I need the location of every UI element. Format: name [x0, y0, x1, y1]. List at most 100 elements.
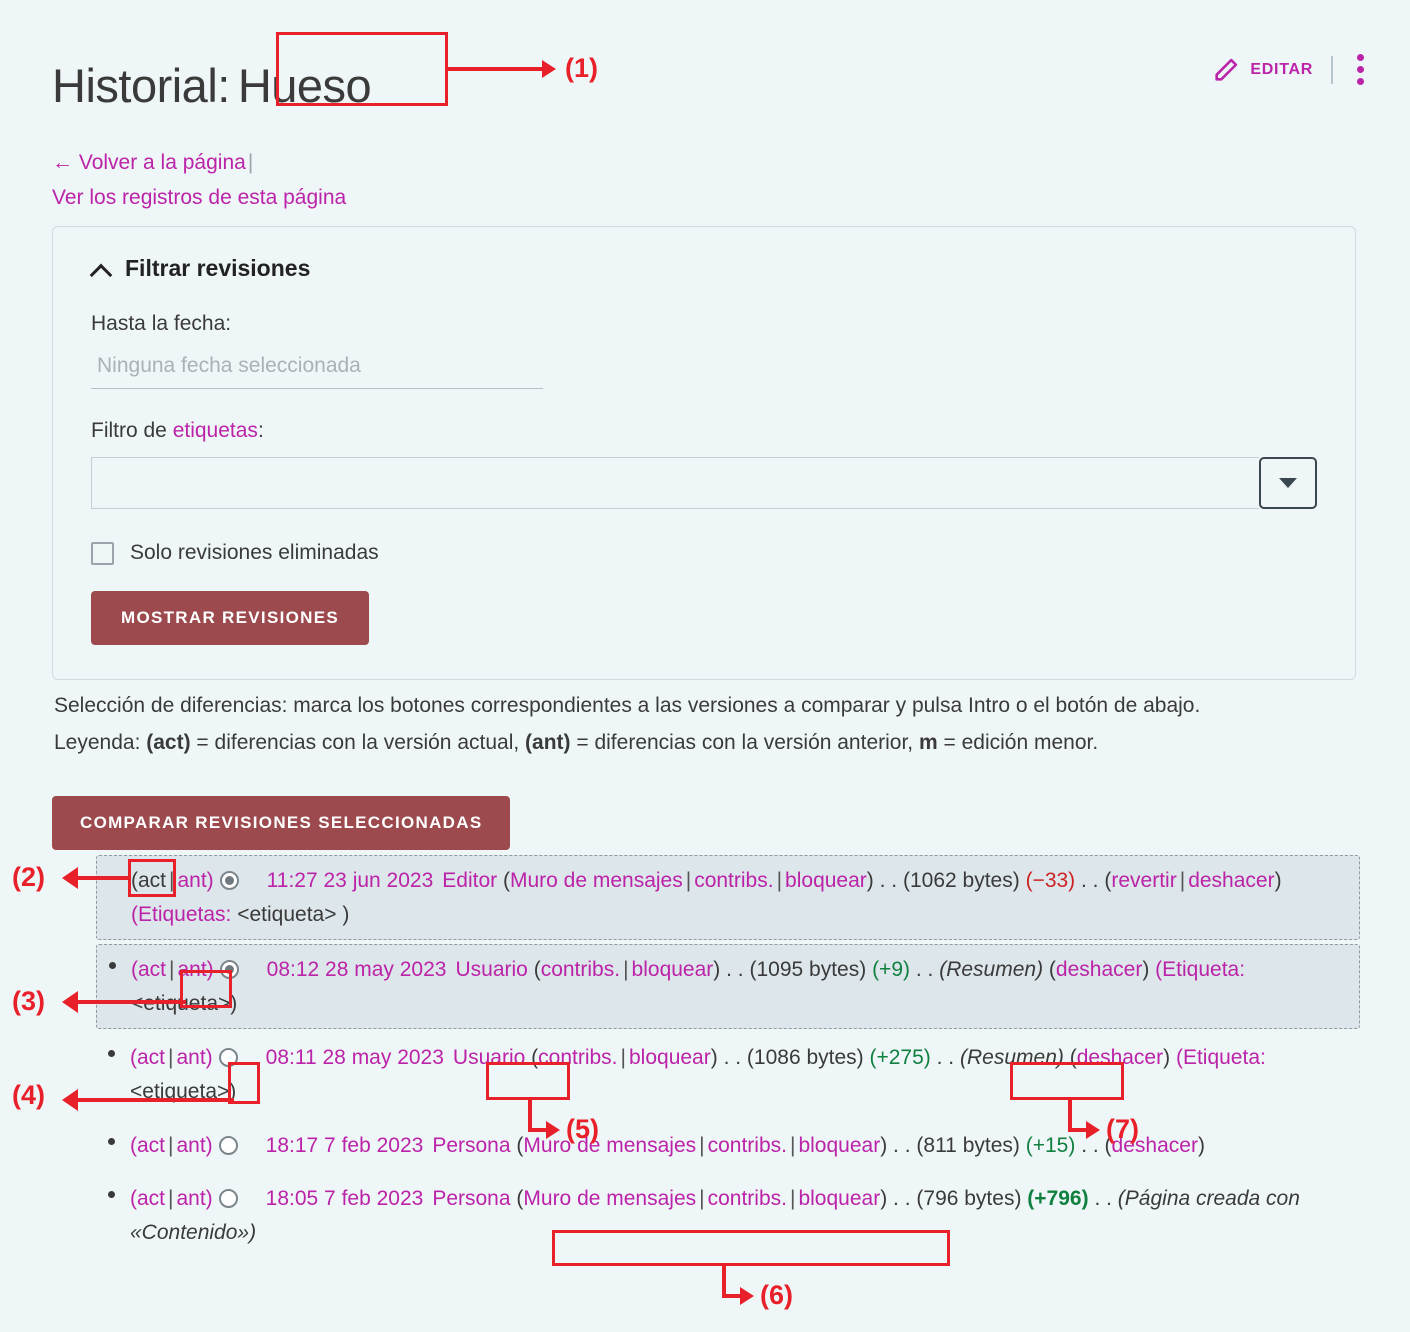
- revision-timestamp-link[interactable]: 08:11 28 may 2023: [265, 1046, 444, 1070]
- annotation-label-6: (6): [760, 1280, 793, 1310]
- user-tool-link[interactable]: contribs.: [707, 1133, 787, 1157]
- paren-open: (: [1048, 958, 1056, 982]
- kebab-menu-icon[interactable]: [1351, 52, 1370, 87]
- filter-panel-title: Filtrar revisiones: [125, 255, 311, 281]
- deleted-only-checkbox[interactable]: [91, 541, 114, 565]
- diff-separator: |: [168, 1187, 174, 1211]
- annotation-line-6b: [722, 1294, 742, 1298]
- tags-input[interactable]: [91, 457, 1259, 509]
- paren-open: (: [516, 1187, 524, 1211]
- paren-close: ): [880, 1133, 888, 1157]
- filter-panel-header[interactable]: Filtrar revisiones: [91, 255, 1317, 282]
- edit-button[interactable]: EDITAR: [1212, 56, 1313, 84]
- user-tool-link[interactable]: Muro de mensajes: [509, 869, 683, 892]
- revision-comment: (Resumen): [960, 1046, 1064, 1070]
- header-actions: EDITAR: [1212, 52, 1370, 87]
- revision-timestamp-link[interactable]: 08:12 28 may 2023: [266, 958, 447, 982]
- diff-prev-link[interactable]: ant): [177, 869, 214, 892]
- paren-open: (: [516, 1133, 524, 1157]
- revision-action-link[interactable]: deshacer: [1055, 958, 1143, 982]
- chevron-up-icon[interactable]: [91, 263, 111, 274]
- revision-user-link[interactable]: Persona: [432, 1187, 511, 1211]
- revision-radio[interactable]: [218, 1189, 238, 1209]
- user-tool-link[interactable]: bloquear: [798, 1187, 881, 1211]
- legend-act: (act): [146, 730, 191, 754]
- diff-cur-link[interactable]: (act: [130, 1046, 166, 1070]
- tool-separator: |: [789, 1133, 796, 1157]
- revision-row: (act | ant) 18:05 7 feb 2023 Persona (Muro d…: [96, 1174, 1360, 1257]
- revision-tags: (Etiquetas: <etiqueta> ): [131, 903, 349, 926]
- revision-user-link[interactable]: Persona: [432, 1133, 511, 1157]
- deleted-only-row[interactable]: Solo revisiones eliminadas: [91, 541, 1317, 565]
- revision-timestamp-link[interactable]: 18:17 7 feb 2023: [265, 1133, 424, 1157]
- revision-radio[interactable]: [218, 1048, 238, 1068]
- diff-prev-link[interactable]: ant): [176, 1133, 213, 1157]
- user-tool-link[interactable]: bloquear: [631, 958, 714, 982]
- revision-radio[interactable]: [218, 1135, 238, 1155]
- user-tool-link[interactable]: contribs.: [694, 869, 774, 892]
- tags-link[interactable]: (Etiqueta:: [1175, 1046, 1266, 1070]
- diff-cur-link[interactable]: (act: [131, 958, 167, 982]
- legend-prefix: Leyenda:: [54, 730, 147, 754]
- revision-user-link[interactable]: Usuario: [452, 1046, 526, 1070]
- revision-size: (1086 bytes): [746, 1046, 864, 1070]
- tags-dropdown-button[interactable]: [1259, 457, 1317, 509]
- view-logs-link[interactable]: Ver los registros de esta página: [52, 185, 347, 209]
- tags-help-link[interactable]: etiquetas: [172, 419, 258, 442]
- revision-timestamp-link[interactable]: 11:27 23 jun 2023: [266, 869, 434, 892]
- revision-row: (act | ant) 18:17 7 feb 2023 Persona (Muro d…: [96, 1121, 1360, 1171]
- revision-action-link[interactable]: revertir: [1111, 869, 1177, 892]
- revision-action-link[interactable]: deshacer: [1188, 869, 1275, 892]
- annotation-arrow-6: [740, 1287, 754, 1305]
- user-tool-link[interactable]: contribs.: [540, 958, 621, 982]
- diff-separator: |: [168, 1046, 174, 1070]
- revision-action-link[interactable]: deshacer: [1111, 1133, 1198, 1157]
- revision-user-link[interactable]: Editor: [442, 869, 498, 892]
- diff-cur-link: (act: [131, 869, 167, 892]
- tags-label-post: :: [257, 419, 264, 442]
- page-header: Historial: Hueso EDITAR ← Volver a la pág…: [52, 30, 1370, 216]
- tags-link[interactable]: (Etiqueta:: [1155, 958, 1246, 982]
- user-tool-link[interactable]: contribs.: [538, 1046, 618, 1070]
- paren-close: ): [880, 1187, 888, 1211]
- paren-close: ): [1142, 958, 1150, 982]
- revision-action-link[interactable]: deshacer: [1076, 1046, 1164, 1070]
- diff-prev-link[interactable]: ant): [177, 958, 214, 982]
- date-input[interactable]: [91, 350, 543, 389]
- tags-filter-row: [91, 457, 1317, 509]
- tags-label-pre: Filtro de: [91, 419, 173, 442]
- filter-panel: Filtrar revisiones Hasta la fecha: Filtr…: [52, 226, 1356, 680]
- compare-selected-revisions-button[interactable]: COMPARAR REVISIONES SELECCIONADAS: [52, 796, 511, 850]
- page-title-name: Hueso: [237, 59, 372, 113]
- revision-comment: (Resumen): [939, 958, 1044, 982]
- user-tool-link[interactable]: Muro de mensajes: [523, 1133, 697, 1157]
- back-to-page-link[interactable]: Volver a la página: [78, 151, 246, 175]
- tags-link[interactable]: (Etiquetas:: [131, 902, 232, 926]
- annotation-arrow-2: [62, 867, 78, 889]
- diff-cur-link[interactable]: (act: [130, 1187, 166, 1211]
- show-revisions-button[interactable]: MOSTRAR REVISIONES: [91, 591, 369, 645]
- revision-tags: (Etiqueta: <etiqueta>): [130, 1046, 1266, 1103]
- revision-row: (act | ant) 11:27 23 jun 2023 Editor (Muro d…: [96, 855, 1360, 941]
- user-tool-link[interactable]: bloquear: [628, 1046, 711, 1070]
- tool-separator: |: [776, 869, 783, 892]
- page-title-prefix: Historial:: [52, 59, 230, 113]
- user-tool-link[interactable]: Muro de mensajes: [523, 1187, 697, 1211]
- dots-separator: . .: [723, 1046, 742, 1070]
- annotation-line-6: [722, 1264, 726, 1298]
- diff-cur-link[interactable]: (act: [130, 1133, 166, 1157]
- revision-radio[interactable]: [219, 871, 239, 890]
- revision-text: (act | ant) 11:27 23 jun 2023 Editor (Muro d…: [131, 869, 1282, 926]
- revision-user-link[interactable]: Usuario: [455, 958, 528, 982]
- diff-prev-link[interactable]: ant): [176, 1046, 213, 1070]
- user-tool-link[interactable]: bloquear: [785, 869, 867, 892]
- user-tool-link[interactable]: contribs.: [707, 1187, 787, 1211]
- user-tool-link[interactable]: bloquear: [798, 1133, 881, 1157]
- paren-open: (: [533, 958, 541, 982]
- revision-radio[interactable]: [219, 960, 239, 980]
- revision-timestamp-link[interactable]: 18:05 7 feb 2023: [265, 1187, 424, 1211]
- diff-prev-link[interactable]: ant): [176, 1187, 213, 1211]
- revision-delta: (+15): [1025, 1133, 1076, 1157]
- sub-navigation: ← Volver a la página| Ver los registros …: [52, 146, 1370, 215]
- tool-separator: |: [623, 958, 629, 982]
